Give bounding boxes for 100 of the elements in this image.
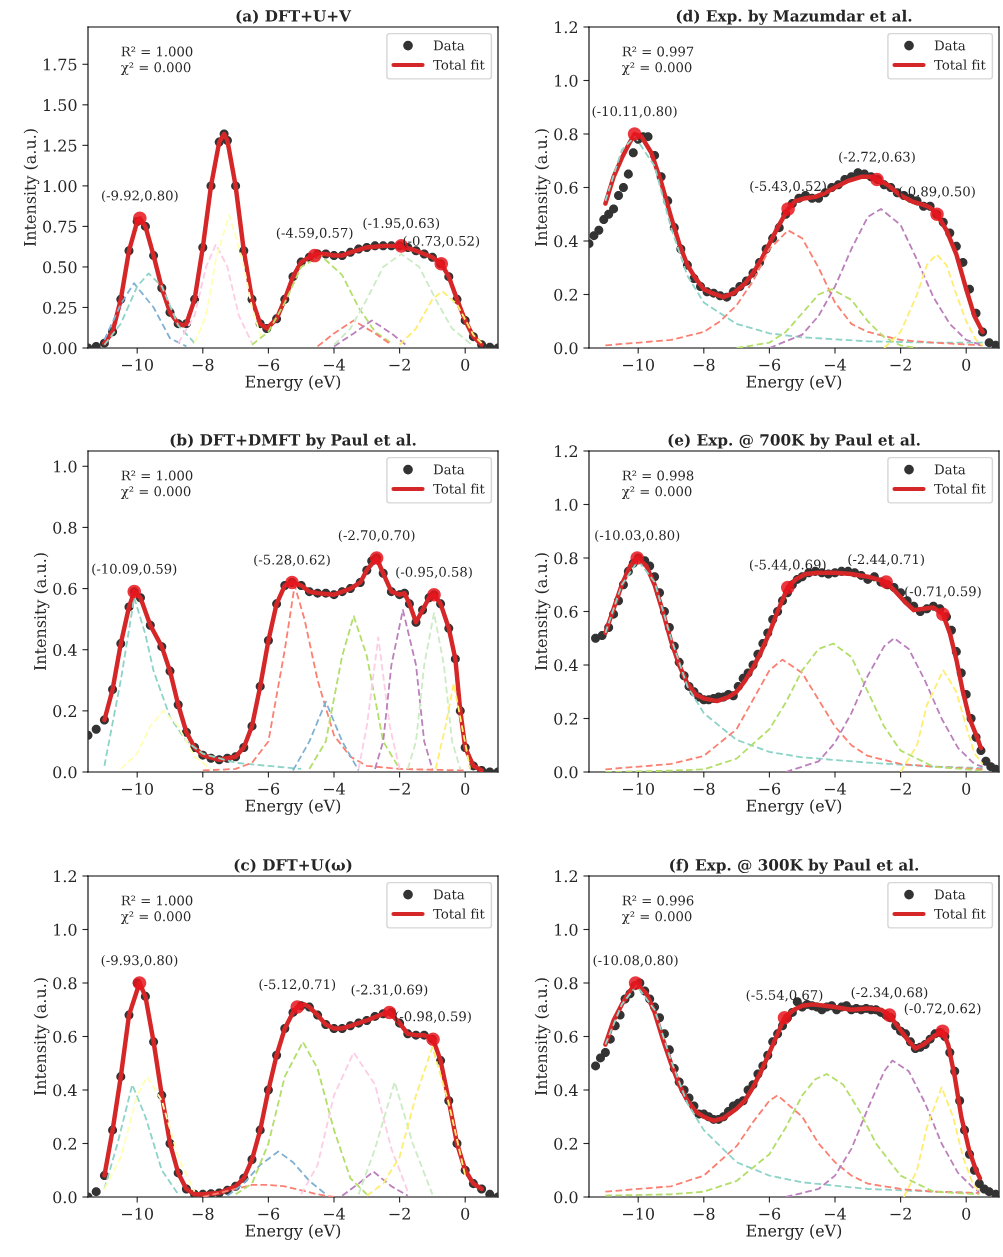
annotation: R² = 0.996 [622, 895, 694, 906]
y-tick-label: 0.8 [554, 128, 578, 141]
y-tick-label: 0.50 [43, 261, 77, 274]
legend-label: Total fit [433, 908, 485, 919]
annotation: R² = 1.000 [121, 46, 193, 57]
annotation: (-10.08,0.80) [593, 954, 678, 968]
x-tick-label: −6 [258, 1207, 280, 1220]
annotation: (-2.72,0.63) [839, 151, 915, 164]
x-tick-label: 0 [461, 358, 470, 371]
annotation: (-2.34,0.68) [851, 987, 928, 1000]
legend-label: Data [433, 40, 465, 51]
annotation: (-0.71,0.59) [905, 586, 981, 599]
y-tick-label: 1.2 [555, 445, 578, 458]
x-tick-label: −4 [323, 1207, 345, 1220]
annotation: χ² = 0.000 [120, 62, 191, 76]
y-tick-label: 0.2 [53, 1137, 77, 1150]
y-tick-label: 0.2 [53, 705, 77, 718]
x-axis-title: Energy (eV) [746, 1224, 842, 1240]
x-tick-label: 0 [461, 1207, 470, 1220]
y-tick-label: 0.4 [554, 235, 578, 248]
annotation: (-1.95,0.63) [363, 217, 440, 230]
x-axis-title: Energy (eV) [245, 1224, 341, 1240]
x-tick-label: −2 [389, 782, 410, 795]
x-tick-label: −10 [623, 358, 654, 371]
x-tick-label: −6 [759, 1207, 781, 1220]
x-tick-label: 0 [962, 782, 971, 795]
x-tick-label: −6 [759, 358, 781, 371]
annotation: (-5.28,0.62) [254, 554, 330, 567]
y-tick-label: 1.0 [555, 498, 578, 511]
annotation: (-10.03,0.80) [595, 529, 680, 543]
annotation: (-10.09,0.59) [92, 563, 177, 576]
x-tick-label: −10 [623, 1207, 654, 1220]
annotation: (-0.72,0.62) [904, 1003, 981, 1016]
y-tick-label: 1.25 [43, 139, 77, 152]
y-tick-label: 0.0 [554, 342, 578, 355]
y-tick-label: 0.8 [554, 552, 578, 565]
y-tick-label: 0.6 [554, 1030, 578, 1043]
chart-title: (f) Exp. @ 300K by Paul et al. [670, 858, 919, 874]
annotation: χ² = 0.000 [120, 486, 191, 500]
annotation: (-9.93,0.80) [101, 954, 178, 968]
annotation: χ² = 0.000 [621, 62, 692, 76]
x-tick-label: −4 [824, 1207, 846, 1220]
chart-title: (d) Exp. by Mazumdar et al. [676, 9, 912, 25]
x-tick-label: 0 [962, 1207, 971, 1220]
x-tick-label: −6 [258, 358, 280, 371]
x-tick-label: −4 [323, 358, 345, 371]
y-tick-label: 1.75 [43, 58, 77, 71]
legend-label: Data [433, 889, 465, 900]
y-tick-label: 1.0 [54, 923, 77, 936]
y-tick-label: 0.75 [43, 220, 77, 233]
annotation: (-0.95,0.58) [396, 566, 472, 579]
y-tick-label: 1.0 [555, 74, 578, 87]
annotation: (-9.92,0.80) [102, 190, 178, 203]
chart-title: (a) DFT+U+V [236, 9, 352, 24]
annotation: (-2.70,0.70) [338, 529, 415, 543]
y-tick-label: 0.0 [554, 1191, 578, 1204]
x-tick-label: −8 [693, 358, 715, 371]
legend-label: Data [934, 464, 966, 475]
x-tick-label: −4 [824, 782, 846, 795]
annotation: (-0.73,0.52) [403, 235, 480, 248]
y-axis-title: Intensity (a.u.) [33, 553, 50, 671]
y-axis-title: Intensity (a.u.) [33, 978, 50, 1096]
y-tick-label: 0.4 [554, 1084, 578, 1097]
y-tick-label: 0.4 [53, 1084, 77, 1097]
y-tick-label: 0.4 [53, 643, 77, 657]
x-tick-label: −8 [693, 1207, 715, 1220]
y-tick-label: 0.2 [554, 712, 578, 725]
y-tick-label: 0.00 [43, 342, 77, 355]
y-tick-label: 1.00 [43, 180, 77, 193]
y-tick-label: 1.2 [555, 21, 578, 34]
annotation: R² = 0.998 [622, 470, 694, 481]
annotation: (-2.44,0.71) [848, 554, 924, 567]
annotation: R² = 0.997 [622, 46, 694, 57]
x-tick-label: −2 [389, 358, 410, 371]
legend-label: Total fit [433, 483, 485, 494]
legend-label: Data [934, 889, 966, 900]
annotation: (-5.44,0.69) [749, 559, 826, 572]
chart-title: (c) DFT+U(ω) [234, 858, 352, 873]
x-axis-title: Energy (eV) [245, 375, 341, 391]
annotation: (-5.43,0.52) [750, 180, 826, 193]
x-tick-label: −4 [824, 358, 846, 371]
y-tick-label: 0.8 [53, 977, 77, 990]
annotation: (-10.11,0.80) [592, 105, 677, 119]
y-tick-label: 0.2 [554, 1137, 578, 1150]
legend-label: Data [433, 464, 465, 475]
x-tick-label: −10 [122, 782, 153, 795]
y-tick-label: 1.50 [43, 99, 77, 112]
y-tick-label: 0.6 [53, 582, 77, 595]
x-tick-label: −2 [389, 1207, 410, 1220]
y-tick-label: 0.0 [53, 766, 77, 779]
y-tick-label: 1.2 [54, 870, 77, 883]
x-tick-label: 0 [461, 782, 470, 795]
annotation: R² = 1.000 [121, 895, 193, 906]
y-tick-label: 1.0 [54, 460, 77, 473]
y-axis-title: Intensity (a.u.) [534, 129, 551, 247]
x-tick-label: 0 [962, 358, 971, 371]
annotation: (-4.59,0.57) [276, 227, 353, 240]
legend-label: Total fit [433, 59, 485, 70]
y-tick-label: 0.8 [554, 977, 578, 990]
x-axis-title: Energy (eV) [245, 799, 341, 815]
